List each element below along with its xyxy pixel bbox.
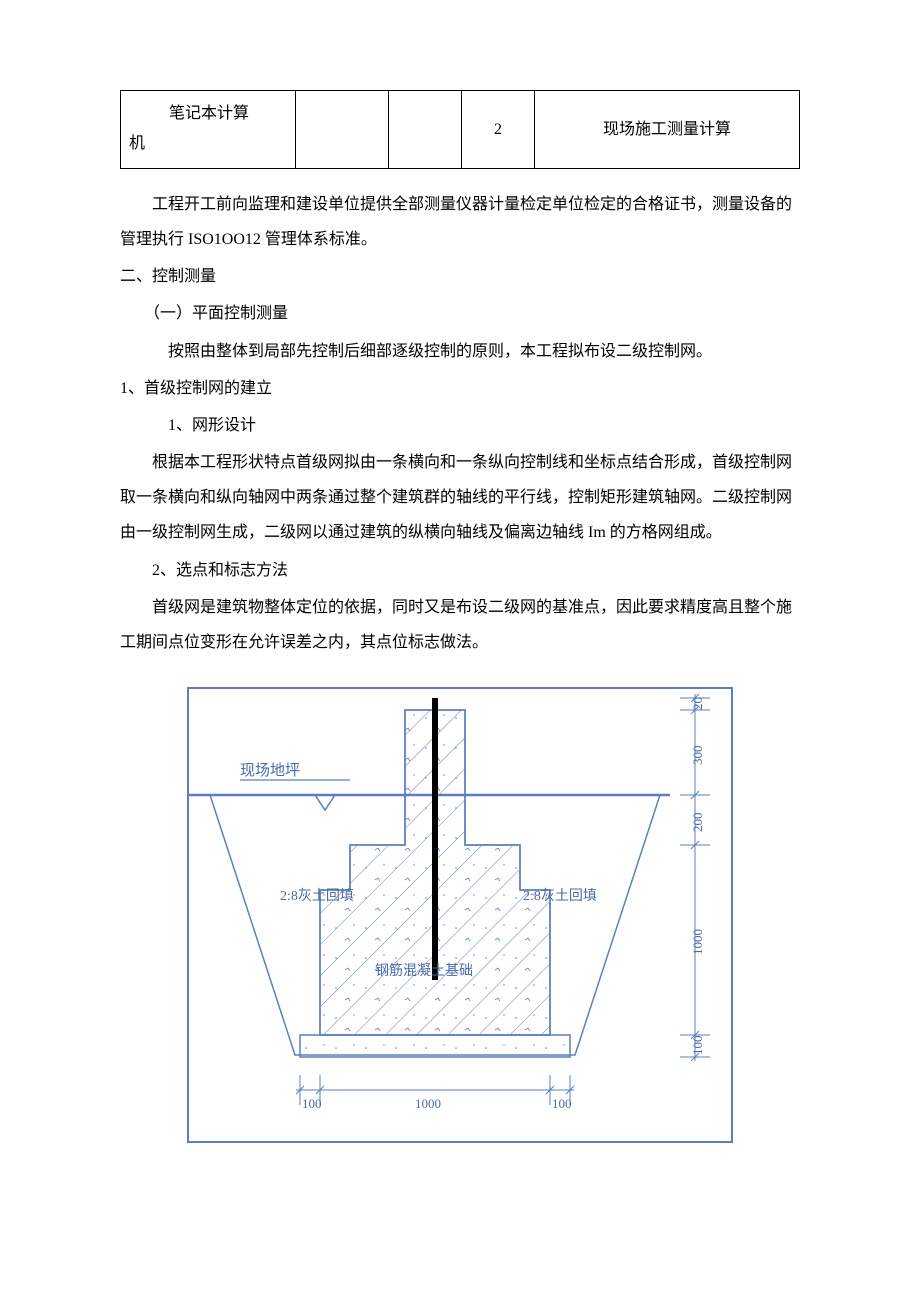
label-fill-right: 2:8灰土回填 xyxy=(523,888,597,904)
dim-r-4: 100 xyxy=(690,1036,705,1056)
label-foundation: 钢筋混凝土基础 xyxy=(375,962,473,979)
paragraph-1: 工程开工前向监理和建设单位提供全部测量仪器计量检定单位检定的合格证书，测量设备的… xyxy=(120,187,800,257)
paragraph-4: 首级网是建筑物整体定位的依据，同时又是布设二级网的基准点，因此要求精度高且整个施… xyxy=(120,590,800,660)
dim-b-2: 100 xyxy=(552,1096,572,1111)
dim-b-0: 100 xyxy=(302,1096,322,1111)
dim-r-0: 20 xyxy=(690,697,705,710)
table-row: 笔记本计算 机 2 现场施工测量计算 xyxy=(121,91,800,169)
cell-blank-2 xyxy=(389,91,462,169)
label-fill-left: 2:8灰土回填 xyxy=(280,888,354,904)
cell-line2: 机 xyxy=(129,129,289,159)
dim-r-2: 200 xyxy=(690,813,705,833)
paragraph-2: 按照由整体到局部先控制后细部逐级控制的原则，本工程拟布设二级控制网。 xyxy=(120,334,800,369)
dim-b-1: 1000 xyxy=(415,1096,441,1111)
paragraph-3: 根据本工程形状特点首级网拟由一条横向和一条纵向控制线和坐标点结合形成，首级控制网… xyxy=(120,445,800,551)
diagram-foundation: 现场地坪 2:8灰土回填 2:8灰土回填 钢筋混凝土基础 20 300 200 … xyxy=(180,680,740,1163)
dim-r-1: 300 xyxy=(690,746,705,766)
cell-line1: 笔记本计算 xyxy=(129,99,289,129)
equipment-table: 笔记本计算 机 2 现场施工测量计算 xyxy=(120,90,800,169)
bottom-slab xyxy=(300,1035,570,1057)
heading-3: （一）平面控制测量 xyxy=(120,296,800,331)
label-ground: 现场地坪 xyxy=(240,762,300,779)
sub-1: 1、网形设计 xyxy=(120,408,800,443)
heading-2: 二、控制测量 xyxy=(120,259,800,294)
cell-qty: 2 xyxy=(462,91,535,169)
sub-2: 2、选点和标志方法 xyxy=(120,553,800,588)
dim-r-3: 1000 xyxy=(690,929,705,955)
cell-purpose: 现场施工测量计算 xyxy=(535,91,800,169)
cell-blank-1 xyxy=(296,91,389,169)
cell-name: 笔记本计算 机 xyxy=(121,91,296,169)
item-1: 1、首级控制网的建立 xyxy=(120,371,800,406)
